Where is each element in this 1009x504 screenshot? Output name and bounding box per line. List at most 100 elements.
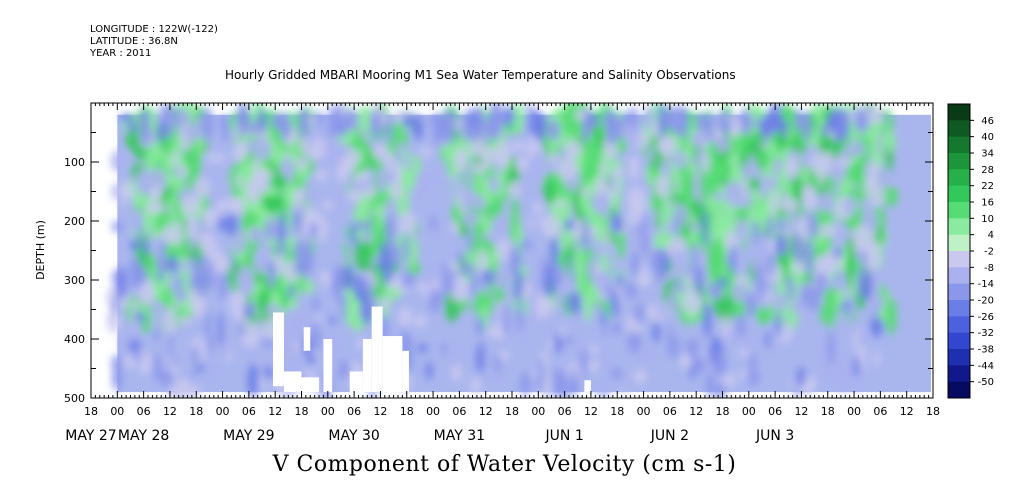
negative-velocity-cell [870,317,884,337]
negative-velocity-cell [415,114,421,123]
negative-velocity-cell [549,236,559,269]
missing-data-gaps [272,306,591,393]
velocity-cell [249,344,259,367]
missing-data-gap [283,371,302,393]
x-hour-tick-label: 12 [689,405,703,418]
velocity-cell [715,134,731,154]
negative-velocity-cell [119,113,133,122]
velocity-cell [292,187,306,207]
velocity-cell [667,292,679,310]
velocity-cell [179,165,188,176]
x-date-label: MAY 29 [223,428,274,444]
x-hour-tick-label: 18 [610,405,624,418]
negative-velocity-cell [264,365,273,380]
velocity-cell [138,352,153,375]
velocity-cell [224,198,240,208]
velocity-cell [441,174,455,195]
colorbar-label: 4 [988,230,994,241]
negative-velocity-cell [610,213,624,234]
negative-velocity-cell [276,116,281,134]
positive-velocity-cell [270,168,285,188]
x-hour-tick-label: 06 [873,405,887,418]
negative-velocity-cell [142,238,149,256]
velocity-cell [810,152,826,177]
x-hour-tick-label: 00 [426,405,440,418]
negative-velocity-cell [440,273,446,301]
negative-velocity-cell [881,112,887,126]
negative-velocity-cell [743,115,751,126]
velocity-cell [414,313,427,329]
negative-velocity-cell [547,118,561,142]
negative-velocity-cell [610,289,619,318]
velocity-cell [557,156,578,181]
velocity-cell [488,175,501,194]
velocity-cell [229,290,247,318]
velocity-cell [690,130,706,148]
positive-velocity-cell [592,215,607,243]
velocity-cell [345,188,365,203]
negative-velocity-cell [440,262,450,273]
positive-velocity-cell [595,129,606,152]
negative-velocity-cell [480,341,486,352]
negative-velocity-cell [369,111,383,139]
negative-velocity-cell [641,230,649,257]
x-hour-tick-label: 00 [637,405,651,418]
colorbar-swatch [948,349,970,366]
velocity-cell [294,156,309,171]
x-hour-tick-label: 06 [768,405,782,418]
x-hour-tick-label: 00 [531,405,545,418]
negative-velocity-cell [460,261,474,276]
velocity-cell [506,308,520,321]
velocity-cell [384,151,394,171]
velocity-cell [303,148,313,157]
negative-velocity-cell [715,380,726,398]
positive-velocity-cell [581,162,596,182]
colorbar-label: 28 [981,165,994,176]
negative-velocity-cell [679,118,685,139]
negative-velocity-cell [826,112,837,130]
negative-velocity-cell [129,258,142,276]
velocity-cell [590,192,610,212]
x-date-label: MAY 27 [65,428,116,444]
x-date-label: JUN 1 [545,428,584,444]
negative-velocity-cell [219,117,227,127]
negative-velocity-cell [606,284,613,296]
velocity-field [106,103,931,398]
negative-velocity-cell [582,214,590,251]
x-hour-tick-label: 18 [716,405,730,418]
negative-velocity-cell [236,103,250,137]
velocity-cell [232,150,241,159]
velocity-cell [725,332,736,348]
velocity-cell [240,320,260,349]
negative-velocity-cell [159,370,172,387]
negative-velocity-cell [356,290,368,304]
colorbar-label: -14 [978,279,994,290]
negative-velocity-cell [204,310,212,337]
negative-velocity-cell [702,209,709,244]
negative-velocity-cell [189,275,203,288]
negative-velocity-cell [112,297,119,317]
negative-velocity-cell [299,242,313,276]
x-hour-tick-label: 00 [321,405,335,418]
velocity-cell [419,146,432,157]
velocity-cell [816,191,833,214]
colorbar-label: 22 [981,181,994,192]
negative-velocity-cell [614,273,626,288]
negative-velocity-cell [708,281,722,300]
axes: 18 00 06 12 18 00 06 12 18 00 06 12 18 00 06 12 18 00 06 12… [64,102,940,444]
negative-velocity-cell [202,106,214,141]
velocity-cell [515,156,529,172]
x-date-label: JUN 2 [650,428,689,444]
velocity-cell [603,230,610,249]
x-hour-tick-label: 18 [295,405,309,418]
positive-velocity-cell [681,167,694,205]
velocity-cell [366,186,376,199]
negative-velocity-cell [246,301,257,316]
velocity-cell [510,141,526,152]
velocity-cell [542,214,561,240]
x-hour-tick-label: 18 [821,405,835,418]
negative-velocity-cell [568,254,574,288]
negative-velocity-cell [661,111,673,127]
negative-velocity-cell [826,330,835,366]
velocity-cell [491,213,511,239]
